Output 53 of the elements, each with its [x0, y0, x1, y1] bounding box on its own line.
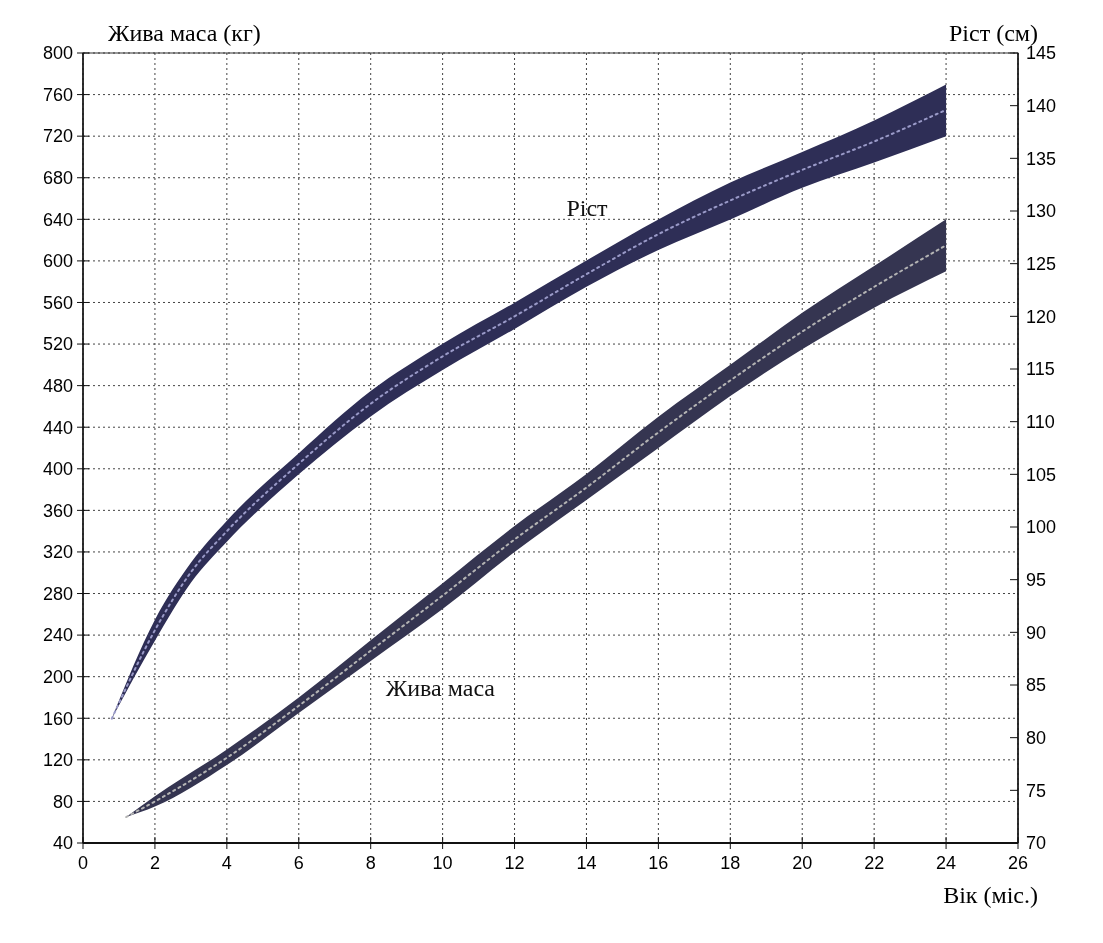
x-axis-title: Вік (міс.)	[943, 882, 1038, 908]
x-tick-label: 22	[864, 853, 885, 873]
y-tick-label: 760	[42, 84, 73, 105]
y2-tick-label: 90	[1026, 622, 1047, 643]
x-tick-label: 10	[432, 853, 453, 873]
y2-tick-label: 140	[1026, 95, 1057, 116]
y2-tick-label: 125	[1026, 253, 1057, 274]
y-tick-label: 800	[42, 43, 73, 64]
y2-tick-label: 105	[1026, 464, 1057, 485]
x-tick-label: 14	[576, 853, 597, 873]
y-tick-label: 640	[42, 209, 73, 230]
x-tick-label: 26	[1007, 853, 1029, 873]
y2-tick-label: 110	[1026, 411, 1055, 432]
y-tick-label: 40	[52, 833, 73, 854]
x-tick-label: 2	[149, 853, 160, 873]
y-tick-label: 160	[42, 708, 73, 729]
x-tick-label: 4	[221, 853, 232, 873]
y2-tick-label: 95	[1026, 569, 1047, 590]
y2-tick-label: 70	[1026, 833, 1047, 854]
y2-tick-label: 120	[1026, 306, 1057, 327]
y2-tick-label: 80	[1026, 727, 1047, 748]
y-tick-label: 600	[42, 251, 73, 272]
y2-tick-label: 100	[1026, 517, 1057, 538]
x-tick-label: 12	[504, 853, 525, 873]
x-tick-label: 0	[77, 853, 89, 873]
y-tick-label: 360	[42, 500, 73, 521]
y-tick-label: 240	[42, 625, 73, 646]
y-tick-label: 560	[42, 292, 73, 313]
y-tick-label: 320	[42, 542, 73, 563]
x-tick-label: 8	[365, 853, 376, 873]
y-tick-label: 200	[42, 666, 73, 687]
y-tick-label: 720	[42, 126, 73, 147]
y2-tick-label: 115	[1026, 359, 1055, 380]
y-tick-label: 680	[42, 168, 73, 189]
y-tick-label: 400	[42, 459, 73, 480]
y2-tick-label: 85	[1026, 675, 1047, 696]
y-axis-title: Жива маса (кг)	[108, 20, 261, 46]
y2-tick-label: 135	[1026, 148, 1057, 169]
y-tick-label: 440	[42, 417, 73, 438]
x-tick-label: 20	[792, 853, 813, 873]
x-tick-label: 18	[720, 853, 741, 873]
series-label: Ріст	[566, 194, 609, 221]
y-tick-label: 120	[42, 750, 73, 771]
y-tick-label: 280	[42, 583, 73, 604]
x-tick-label: 24	[936, 853, 957, 873]
y2-tick-label: 130	[1026, 201, 1057, 222]
x-tick-label: 16	[648, 853, 669, 873]
y-tick-label: 520	[42, 334, 73, 355]
y-tick-label: 80	[52, 791, 73, 812]
series-label: Жива маса	[385, 675, 496, 702]
x-tick-label: 6	[293, 853, 304, 873]
y-tick-label: 480	[42, 375, 73, 396]
y2-tick-label: 75	[1026, 780, 1047, 801]
